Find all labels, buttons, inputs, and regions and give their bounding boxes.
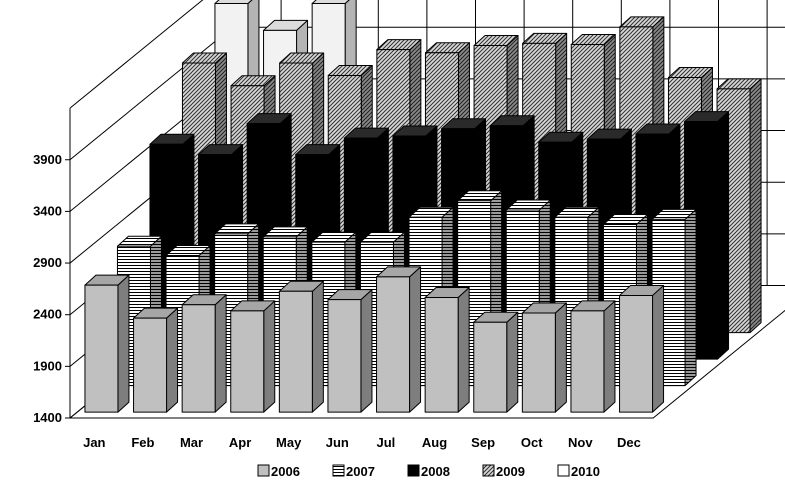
bar-2006-Sep (473, 311, 519, 413)
legend-label: 2010 (571, 464, 600, 479)
legend-label: 2009 (496, 464, 525, 479)
legend-swatch (482, 464, 495, 477)
legend-item-2006: 2006 (257, 464, 300, 479)
legend-item-2007: 2007 (332, 464, 375, 479)
legend-label: 2006 (271, 464, 300, 479)
legend-item-2008: 2008 (407, 464, 450, 479)
legend: 2006 2007 2008 2009 2010 (257, 464, 600, 479)
x-tick-label: Jan (83, 435, 105, 450)
bar-2006-Apr (230, 300, 276, 413)
x-tick-label: Mar (180, 435, 203, 450)
y-tick-label: 1900 (33, 358, 62, 373)
x-tick-label: May (276, 435, 302, 450)
x-tick-label: Aug (422, 435, 447, 450)
y-tick-label: 3900 (33, 152, 62, 167)
bar-2006-Jul (376, 266, 422, 413)
legend-item-2010: 2010 (557, 464, 600, 479)
legend-swatch (557, 464, 570, 477)
bar-2007-Dec (651, 208, 697, 387)
legend-swatch (257, 464, 270, 477)
legend-item-2009: 2009 (482, 464, 525, 479)
legend-swatch (407, 464, 420, 477)
bar-2006-Aug (424, 287, 470, 413)
y-tick-label: 2400 (33, 307, 62, 322)
x-tick-label: Apr (229, 435, 251, 450)
bar-2006-Nov (570, 300, 616, 413)
bars (84, 0, 762, 413)
x-tick-label: Jun (326, 435, 349, 450)
bar-2006-Dec (619, 284, 665, 413)
legend-swatch (332, 464, 345, 477)
bar-2006-Jun (327, 289, 373, 413)
x-tick-label: Oct (521, 435, 543, 450)
y-tick-label: 1400 (33, 410, 62, 425)
x-tick-label: Dec (617, 435, 641, 450)
x-tick-label: Sep (471, 435, 495, 450)
x-tick-label: Nov (568, 435, 593, 450)
bar-2006-Jan (84, 274, 130, 413)
y-tick-label: 2900 (33, 255, 62, 270)
legend-label: 2007 (346, 464, 375, 479)
legend-label: 2008 (421, 464, 450, 479)
bar-2006-May (278, 280, 324, 413)
axis-labels: 1400 1900 2400 2900 3400 3900 Jan Feb Mar Apr May J… (33, 152, 641, 450)
bar-2006-Feb (133, 307, 179, 413)
x-tick-label: Feb (131, 435, 154, 450)
bar-2006-Mar (181, 294, 227, 413)
bar-2006-Oct (521, 302, 567, 413)
y-tick-label: 3400 (33, 203, 62, 218)
x-tick-label: Jul (377, 435, 396, 450)
